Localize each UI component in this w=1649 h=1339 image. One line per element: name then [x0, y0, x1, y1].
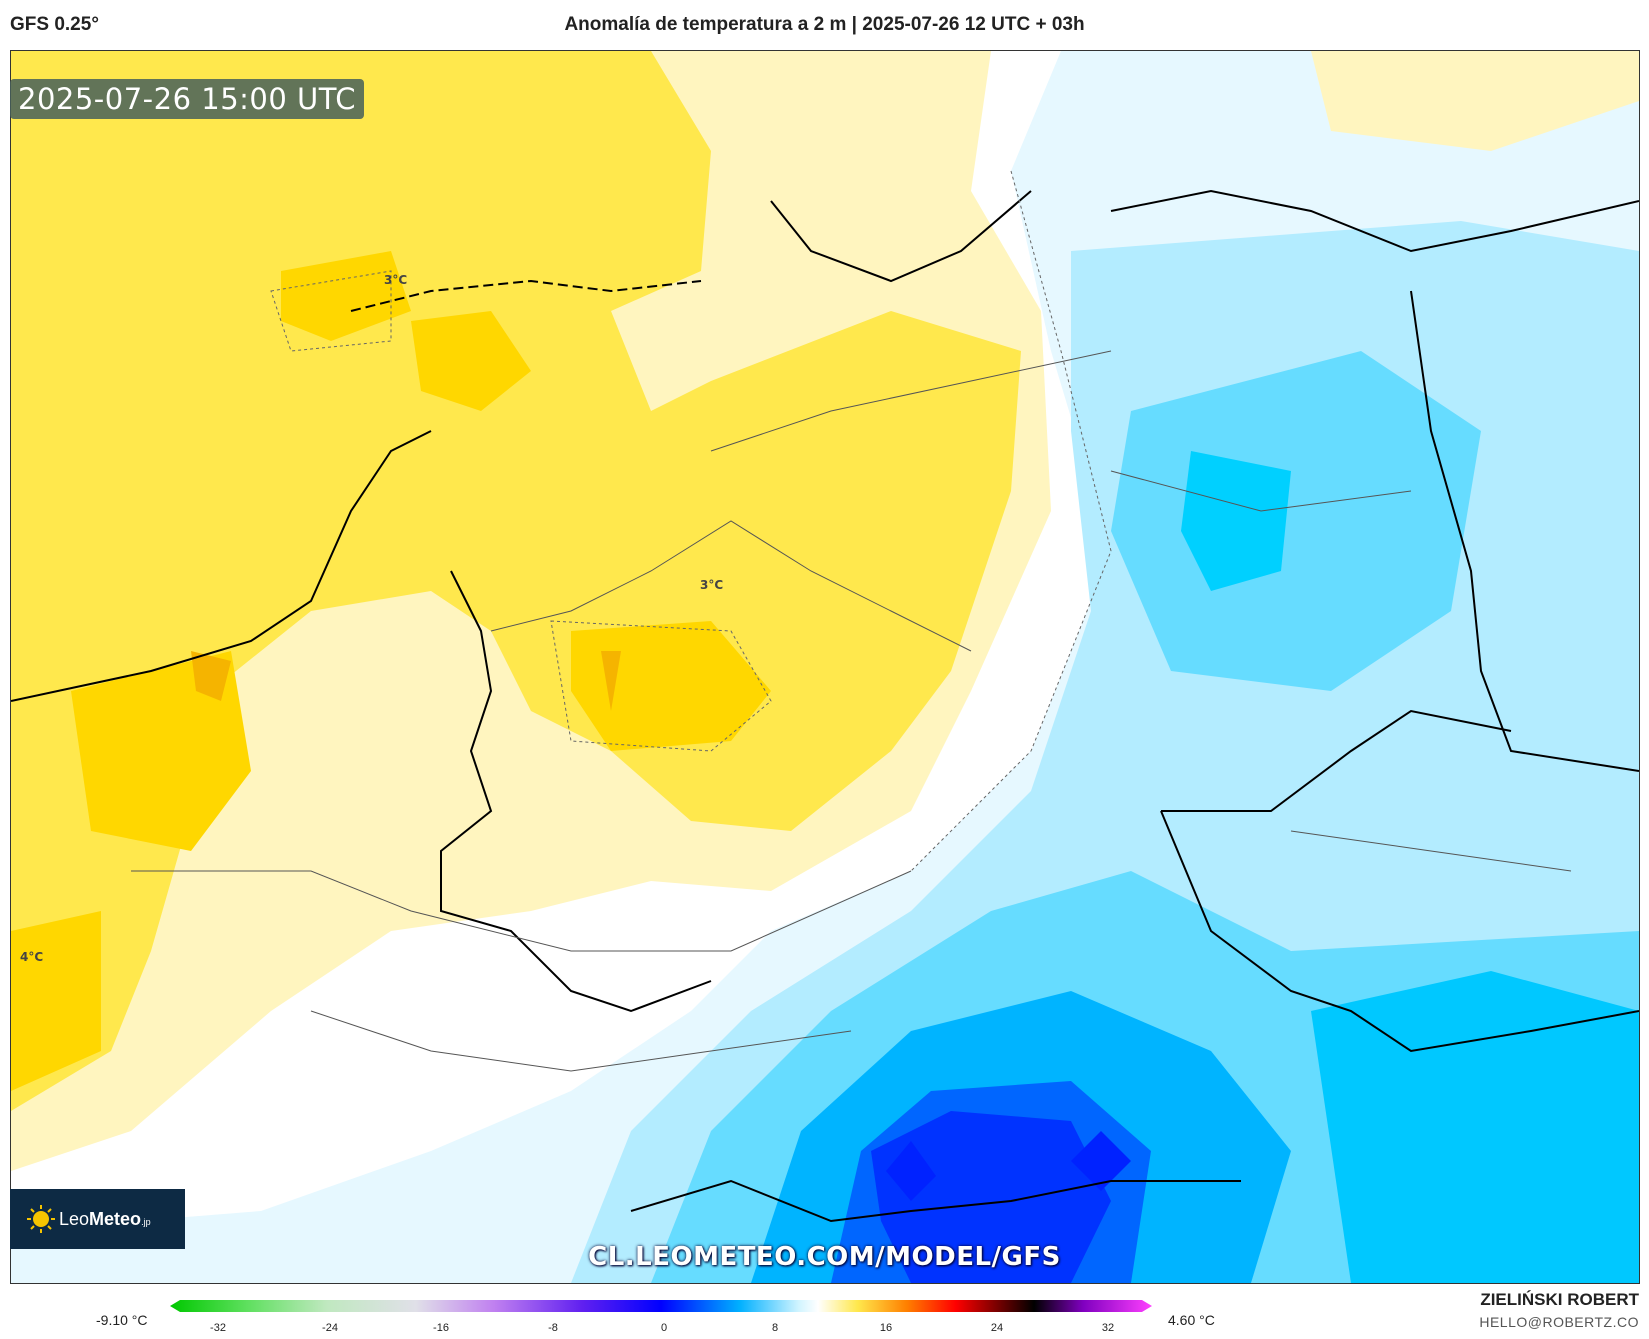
colorbar-tick: -24	[322, 1322, 338, 1334]
colorbar-tick: -32	[210, 1322, 226, 1334]
author-email[interactable]: HELLO@ROBERTZ.CO	[1479, 1314, 1639, 1330]
source-watermark: CL.LEOMETEO.COM/MODEL/GFS	[588, 1242, 1061, 1272]
colorbar-tick: 0	[660, 1322, 668, 1334]
colorbar-tick: 16	[879, 1322, 893, 1334]
author-name: ZIELIŃSKI ROBERT	[1480, 1290, 1639, 1309]
valid-time-badge: 2025-07-26 15:00 UTC	[10, 79, 365, 119]
colorbar	[170, 1300, 1152, 1312]
colorbar-tick: 32	[1101, 1322, 1115, 1334]
map-title: Anomalía de temperatura a 2 m | 2025-07-…	[564, 14, 1085, 35]
map-canvas[interactable]	[10, 50, 1640, 1284]
min-value-label: -9.10 °C	[96, 1312, 148, 1328]
contour-label: 4°C	[20, 950, 44, 964]
colorbar-tick: 24	[990, 1322, 1004, 1334]
colorbar-tick: -16	[433, 1322, 449, 1334]
logo-text: LeoMeteo.jp	[59, 1208, 151, 1229]
contour-label: 3°C	[384, 273, 408, 287]
colorbar-tick: 8	[771, 1322, 779, 1334]
model-label: GFS 0.25°	[10, 14, 99, 35]
sun-icon	[27, 1205, 55, 1233]
contour-label: 3°C	[700, 578, 724, 592]
colorbar-tick: -8	[548, 1322, 558, 1334]
max-value-label: 4.60 °C	[1168, 1312, 1215, 1328]
temperature-anomaly-map	[11, 51, 1639, 1283]
leometeo-logo[interactable]: LeoMeteo.jp	[10, 1189, 185, 1249]
